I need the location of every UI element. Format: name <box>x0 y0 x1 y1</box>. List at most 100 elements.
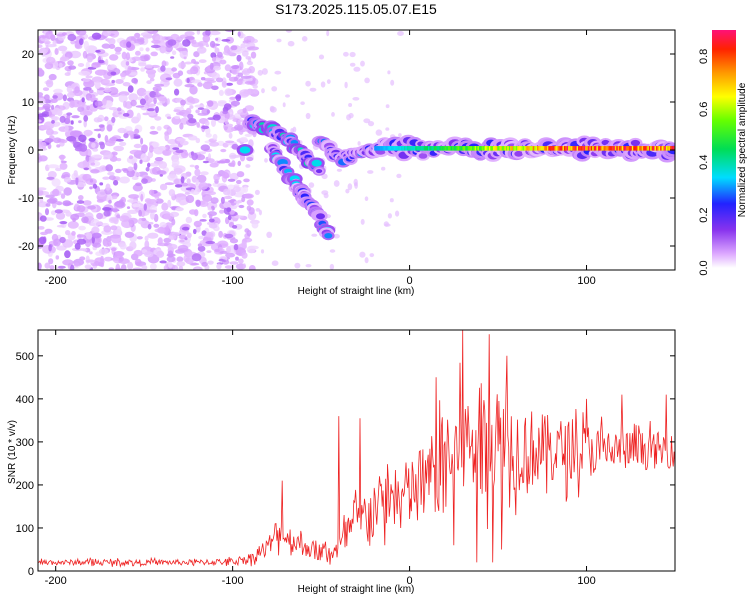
noise-cell <box>190 262 200 266</box>
noise-cell <box>115 138 124 142</box>
noise-cell <box>102 207 112 211</box>
noise-cell <box>156 125 162 131</box>
noise-cell <box>367 121 375 127</box>
noise-cell <box>195 109 200 114</box>
noise-cell <box>51 116 60 121</box>
noise-cell <box>143 203 147 211</box>
spectral-band-cell <box>386 146 390 151</box>
spectral-band-cell <box>569 146 572 151</box>
noise-cell <box>115 267 122 270</box>
noise-cell <box>244 133 253 137</box>
spectral-band-cell <box>592 146 595 151</box>
spectral-band-cell <box>655 146 659 151</box>
noise-cell <box>223 103 232 110</box>
spectral-band-cell <box>382 146 385 151</box>
noise-cell <box>127 199 138 203</box>
spectral-band-cell <box>511 146 514 151</box>
noise-cell <box>110 71 117 76</box>
snr-marks <box>38 330 675 568</box>
noise-cell <box>129 241 137 250</box>
noise-cell <box>238 204 245 209</box>
spectral-band-cell <box>473 146 476 151</box>
spectral-band-cell <box>559 146 562 151</box>
noise-cell <box>166 98 170 105</box>
noise-cell <box>209 40 216 48</box>
noise-cell <box>156 170 167 175</box>
noise-cell <box>77 106 85 113</box>
spectral-band-cell <box>583 146 586 151</box>
noise-cell <box>141 178 148 184</box>
noise-cell <box>237 160 242 167</box>
noise-cell <box>185 194 195 204</box>
noise-cell <box>57 45 68 52</box>
noise-cell <box>179 239 185 243</box>
noise-cell <box>127 65 132 75</box>
noise-cell <box>107 65 115 70</box>
noise-cell <box>95 49 101 53</box>
noise-cell <box>305 112 311 120</box>
noise-cell <box>140 193 144 202</box>
noise-cell <box>45 203 51 207</box>
noise-cell <box>71 231 76 236</box>
noise-cell <box>159 221 167 228</box>
noise-cell <box>149 77 155 82</box>
noise-cell <box>115 168 122 174</box>
noise-cell <box>111 79 115 84</box>
noise-cell <box>183 56 187 60</box>
noise-cell <box>78 70 91 76</box>
noise-cell <box>229 261 239 265</box>
spectral-band-cell <box>562 146 565 151</box>
noise-cell <box>65 211 72 217</box>
noise-cell <box>193 51 200 58</box>
noise-cell <box>215 77 224 83</box>
noise-cell <box>244 228 250 233</box>
noise-cell <box>258 209 262 216</box>
spectral-band-cell <box>439 146 442 151</box>
spectral-band-cell <box>436 146 439 151</box>
noise-cell <box>343 51 349 57</box>
noise-cell <box>336 168 342 172</box>
noise-cell <box>209 62 214 70</box>
spectral-band-cell <box>575 146 578 151</box>
noise-cell <box>159 45 167 54</box>
spectral-band-cell <box>446 146 449 151</box>
spectrogram-y-label: Frequency (Hz) <box>7 116 18 185</box>
noise-cell <box>47 143 52 150</box>
noise-cell <box>333 180 340 187</box>
spectral-cell <box>514 150 523 157</box>
spectral-band-cell <box>432 146 435 151</box>
noise-cell <box>88 97 98 101</box>
noise-cell <box>188 118 197 124</box>
snr-ticks: -200 -100 0 100 0 100 200 300 400 500 <box>16 330 675 587</box>
spectral-band-cell <box>403 146 407 151</box>
noise-cell <box>387 70 391 75</box>
noise-cell <box>64 250 71 259</box>
noise-cell <box>367 170 374 174</box>
noise-cell <box>149 130 159 135</box>
spectral-band-cell <box>647 146 650 151</box>
noise-cell <box>116 214 121 219</box>
noise-cell <box>45 194 55 198</box>
noise-cell <box>78 120 82 124</box>
spectral-band-cell <box>580 146 584 151</box>
noise-cell <box>58 62 63 68</box>
noise-cell <box>148 162 160 167</box>
noise-cell <box>189 85 198 95</box>
noise-cell <box>187 232 192 239</box>
noise-cell <box>147 162 151 168</box>
noise-cell <box>206 109 210 114</box>
noise-cell <box>93 128 102 132</box>
noise-cell <box>127 85 134 93</box>
spectral-band-cell <box>388 146 391 151</box>
spectral-band-cell <box>528 146 531 151</box>
noise-cell <box>91 32 102 40</box>
spectral-band-cell <box>442 146 445 151</box>
noise-cell <box>225 252 236 258</box>
noise-cell <box>38 47 48 55</box>
noise-cell <box>233 200 242 204</box>
noise-cell <box>329 263 335 270</box>
spectral-band-cell <box>457 146 460 151</box>
spectral-band-cell <box>548 146 551 151</box>
noise-cell <box>206 250 212 254</box>
